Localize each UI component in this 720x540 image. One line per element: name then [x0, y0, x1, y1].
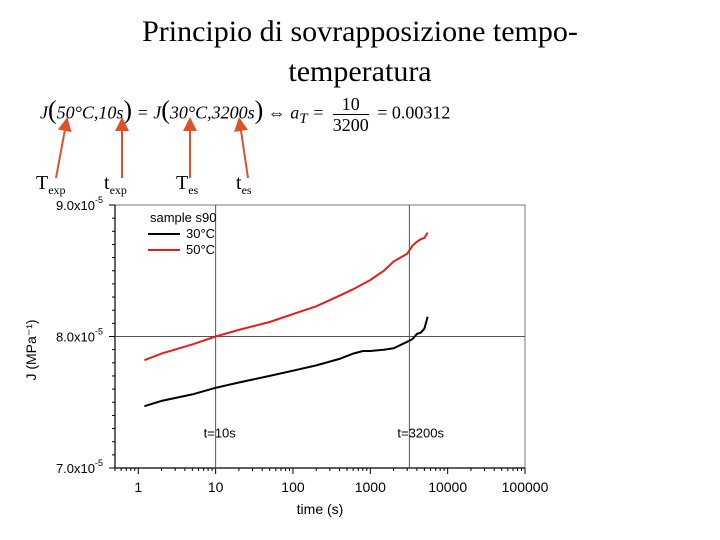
formula-at-sub: T [299, 111, 308, 128]
x-tick-label: 100000 [502, 479, 549, 495]
annotation-label-1: t=3200s [397, 426, 444, 441]
pointer-arrows [55, 117, 249, 179]
formula-j1: J [40, 102, 48, 123]
arrow-t-es [234, 117, 249, 179]
x-tick-label: 1000 [355, 479, 386, 495]
reference-lines [115, 205, 525, 468]
label-t-es: tes [236, 172, 252, 198]
label-t-es-main: t [236, 172, 242, 194]
x-tick-label: 10 [208, 479, 224, 495]
equivalence-formula: J(50°C,10s) = J(30°C,3200s) ⇔ aT = 10 32… [40, 94, 451, 135]
legend-entry-0: 30°C [186, 226, 215, 241]
label-T-es-sub: es [188, 183, 199, 197]
y-tick-exponent: -5 [95, 458, 103, 468]
formula-fraction: 10 3200 [332, 94, 369, 135]
formula-arg1: 50°C,10s [56, 102, 124, 123]
chart-annotations: t=10s t=3200s [204, 426, 445, 441]
label-t-exp-sub: exp [109, 183, 127, 197]
slide-title-line1: Principio di sovrapposizione tempo- [142, 15, 578, 48]
annotation-label-0: t=10s [204, 426, 237, 441]
y-tick-label: 9.0x10-5 [56, 195, 103, 213]
formula-equals: = [136, 102, 149, 123]
y-tick-label: 8.0x10-5 [56, 327, 103, 345]
data-series [144, 232, 429, 408]
label-t-es-sub: es [241, 183, 252, 197]
series-line-50c [144, 232, 429, 362]
formula-equals2: = [312, 102, 325, 123]
y-tick-exponent: -5 [95, 195, 103, 205]
label-T-exp-main: T [36, 172, 49, 194]
legend-entry-1: 50°C [186, 242, 215, 257]
slide-title-line2: temperatura [288, 55, 432, 88]
x-tick-label: 1 [134, 479, 142, 495]
label-t-exp-main: t [104, 172, 110, 194]
formula-arrow: ⇔ [267, 102, 286, 123]
formula-result: = 0.00312 [377, 102, 451, 123]
series-line-30c [144, 316, 429, 408]
y-tick-exponent: -5 [95, 327, 103, 337]
axis-ticks: 1 10 100 1000 10000 100000 7.0x10-5 8.0x10-5 9.0… [56, 195, 549, 495]
x-axis-label: time (s) [297, 501, 344, 517]
label-T-es-main: T [176, 172, 189, 194]
arrow-T-exp [55, 117, 72, 179]
y-tick-label: 7.0x10-5 [56, 458, 103, 476]
slide-title: Principio di sovrapposizione tempo- temp… [0, 12, 720, 92]
label-T-exp-sub: exp [48, 183, 66, 197]
formula-j2: J [153, 102, 162, 123]
formula-numerator: 10 [332, 94, 369, 115]
x-tick-label: 10000 [428, 479, 467, 495]
legend-title: sample s90 [150, 210, 216, 225]
label-T-es: Tes [176, 172, 198, 198]
x-tick-label: 100 [281, 479, 305, 495]
label-t-exp: texp [104, 172, 127, 198]
label-T-exp: Texp [36, 172, 66, 198]
y-axis-label: J (MPa⁻¹) [23, 319, 39, 380]
formula-denominator: 3200 [332, 115, 369, 135]
formula-at: a [290, 102, 300, 123]
